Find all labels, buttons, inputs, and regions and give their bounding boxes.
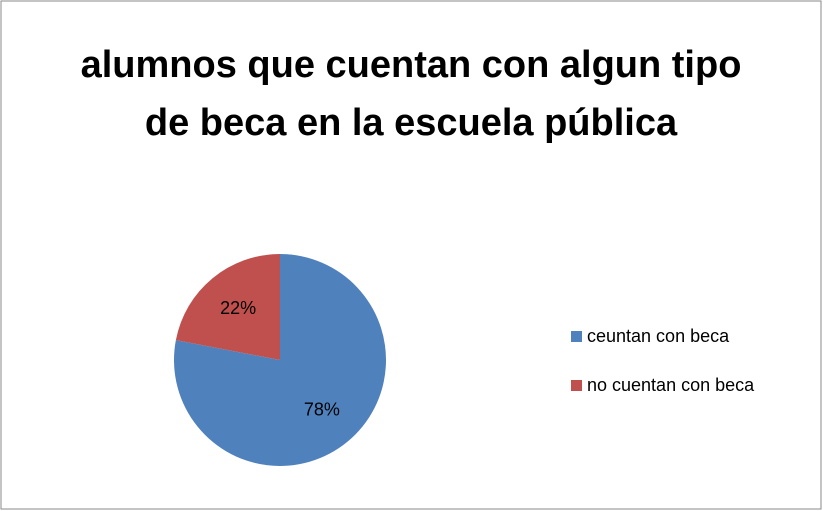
pie-slice [175,254,280,360]
data-label: 22% [220,298,256,318]
legend-label: ceuntan con beca [587,326,730,346]
legend-swatch [571,331,582,342]
chart-title: alumnos que cuentan con algun tipo de be… [80,44,742,144]
data-label: 78% [304,399,340,419]
legend-swatch [571,380,582,391]
legend-label: no cuentan con beca [587,375,755,395]
